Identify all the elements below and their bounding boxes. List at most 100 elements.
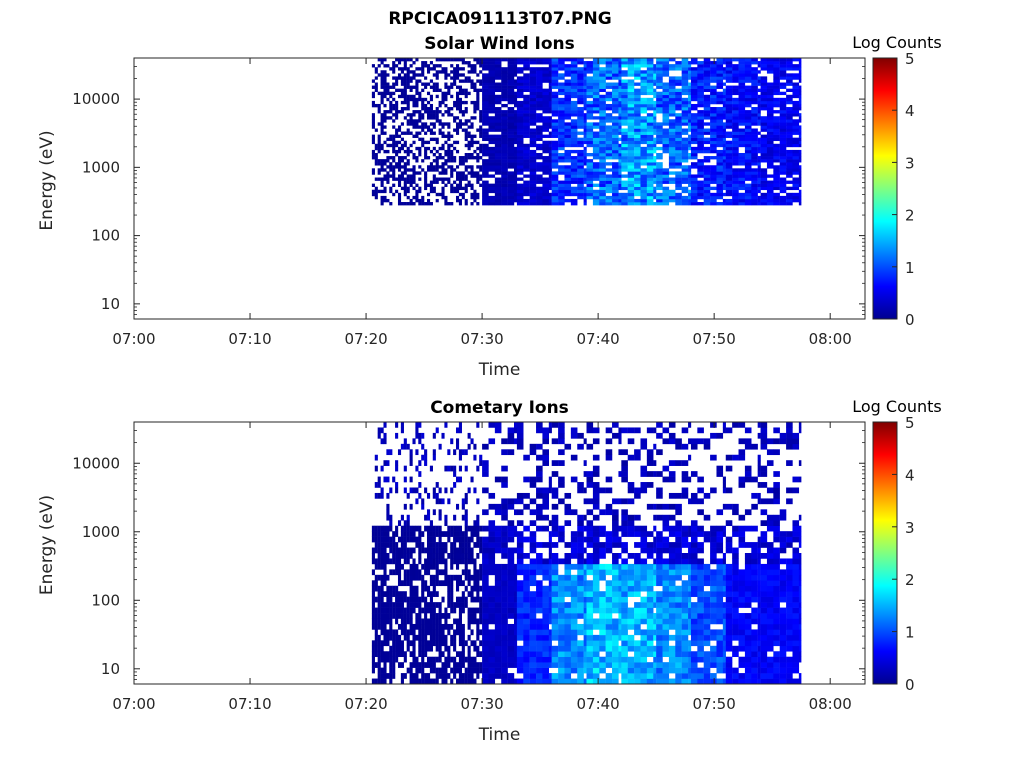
solar-wind-cell bbox=[470, 171, 474, 175]
solar-wind-colorbar-tick-label: 2 bbox=[905, 207, 915, 225]
cometary-cell bbox=[470, 438, 474, 445]
cometary-cell bbox=[400, 580, 404, 587]
solar-wind-cell bbox=[476, 192, 480, 197]
solar-wind-cell bbox=[612, 165, 619, 169]
cometary-cell bbox=[458, 640, 462, 647]
cometary-cell bbox=[516, 520, 524, 527]
solar-wind-cell bbox=[577, 189, 584, 194]
cometary-cell bbox=[482, 471, 489, 477]
cometary-cell bbox=[494, 509, 502, 516]
cometary-cell bbox=[403, 651, 407, 658]
solar-wind-cell bbox=[400, 146, 404, 151]
solar-wind-cell bbox=[482, 73, 489, 77]
solar-wind-cell bbox=[592, 61, 600, 65]
solar-wind-cell bbox=[570, 134, 578, 138]
solar-wind-cell bbox=[656, 168, 663, 172]
cometary-cell bbox=[438, 645, 442, 652]
solar-wind-cell bbox=[627, 152, 635, 157]
solar-wind-cell bbox=[507, 180, 515, 184]
solar-wind-cell bbox=[725, 131, 733, 135]
solar-wind-cell bbox=[536, 165, 543, 169]
cometary-cell bbox=[488, 673, 496, 679]
solar-wind-cell bbox=[653, 100, 657, 105]
solar-wind-cell bbox=[773, 116, 780, 120]
cometary-cell bbox=[450, 602, 454, 608]
solar-wind-cell bbox=[464, 131, 468, 135]
cometary-cell bbox=[482, 667, 489, 674]
solar-wind-cell bbox=[409, 183, 413, 187]
solar-wind-cell bbox=[514, 134, 518, 138]
cometary-cell bbox=[377, 651, 381, 658]
cometary-cell bbox=[377, 596, 381, 603]
solar-wind-cell bbox=[455, 149, 460, 154]
solar-wind-cell bbox=[529, 100, 537, 105]
solar-wind-cell bbox=[564, 137, 572, 142]
solar-wind-cell bbox=[675, 192, 682, 197]
solar-wind-cell bbox=[501, 97, 508, 102]
solar-wind-cell bbox=[464, 100, 468, 105]
cometary-cell bbox=[473, 580, 477, 587]
cometary-cell bbox=[516, 634, 524, 641]
solar-wind-cell bbox=[722, 97, 726, 102]
solar-wind-cell bbox=[501, 113, 508, 117]
solar-wind-cell bbox=[703, 113, 711, 117]
cometary-cell bbox=[592, 503, 600, 510]
solar-wind-cell bbox=[592, 67, 600, 71]
solar-wind-cell bbox=[551, 103, 559, 108]
cometary-heatmap bbox=[371, 422, 802, 684]
solar-wind-cell bbox=[725, 61, 733, 65]
solar-wind-cell bbox=[690, 177, 698, 181]
cometary-cell bbox=[458, 618, 462, 625]
solar-wind-cell bbox=[732, 79, 739, 83]
cometary-cell bbox=[494, 591, 502, 597]
solar-wind-cell bbox=[599, 162, 606, 166]
solar-wind-cell bbox=[732, 146, 739, 151]
cometary-cell bbox=[482, 662, 489, 668]
cometary-cell bbox=[464, 536, 468, 543]
cometary-cell bbox=[592, 602, 600, 608]
cometary-cell bbox=[412, 563, 416, 570]
solar-wind-cell bbox=[656, 103, 663, 108]
solar-wind-cell bbox=[725, 168, 733, 172]
solar-wind-cell bbox=[577, 88, 584, 92]
solar-wind-cell bbox=[646, 125, 654, 129]
cometary-cell bbox=[395, 629, 399, 636]
cometary-cell bbox=[542, 460, 550, 466]
solar-wind-cell bbox=[766, 85, 774, 89]
solar-wind-cell bbox=[455, 177, 460, 181]
cometary-cell bbox=[380, 427, 384, 434]
solar-wind-cell bbox=[476, 88, 480, 92]
solar-wind-cell bbox=[605, 143, 613, 148]
solar-wind-cell bbox=[548, 88, 552, 92]
solar-wind-cell bbox=[432, 113, 436, 117]
solar-wind-cell bbox=[476, 152, 480, 157]
solar-wind-cell bbox=[640, 70, 648, 74]
solar-wind-cell bbox=[612, 189, 619, 194]
cometary-cell bbox=[516, 607, 524, 614]
solar-wind-cell bbox=[470, 152, 474, 157]
cometary-cell bbox=[586, 596, 594, 603]
solar-wind-cell bbox=[570, 94, 578, 99]
cometary-cell bbox=[444, 580, 448, 587]
solar-wind-cell bbox=[453, 168, 457, 172]
solar-wind-cell bbox=[386, 149, 390, 154]
solar-wind-cell bbox=[450, 134, 454, 138]
solar-wind-cell bbox=[494, 192, 502, 197]
solar-wind-cell bbox=[710, 168, 717, 172]
solar-wind-cell bbox=[697, 113, 704, 117]
cometary-cell bbox=[488, 613, 496, 619]
solar-wind-cell bbox=[640, 192, 648, 197]
cometary-cell bbox=[438, 651, 442, 658]
solar-wind-cell bbox=[738, 103, 746, 108]
solar-wind-cell bbox=[779, 137, 787, 142]
solar-wind-cell bbox=[529, 174, 537, 178]
solar-wind-cell bbox=[406, 180, 410, 184]
cometary-cell bbox=[551, 678, 559, 684]
solar-wind-cell bbox=[640, 159, 648, 163]
solar-wind-cell bbox=[415, 67, 419, 71]
solar-wind-cell bbox=[697, 168, 704, 172]
solar-wind-cell bbox=[710, 88, 717, 92]
solar-wind-cell bbox=[371, 85, 375, 89]
solar-wind-cell bbox=[479, 156, 483, 160]
solar-wind-cell bbox=[450, 58, 454, 62]
